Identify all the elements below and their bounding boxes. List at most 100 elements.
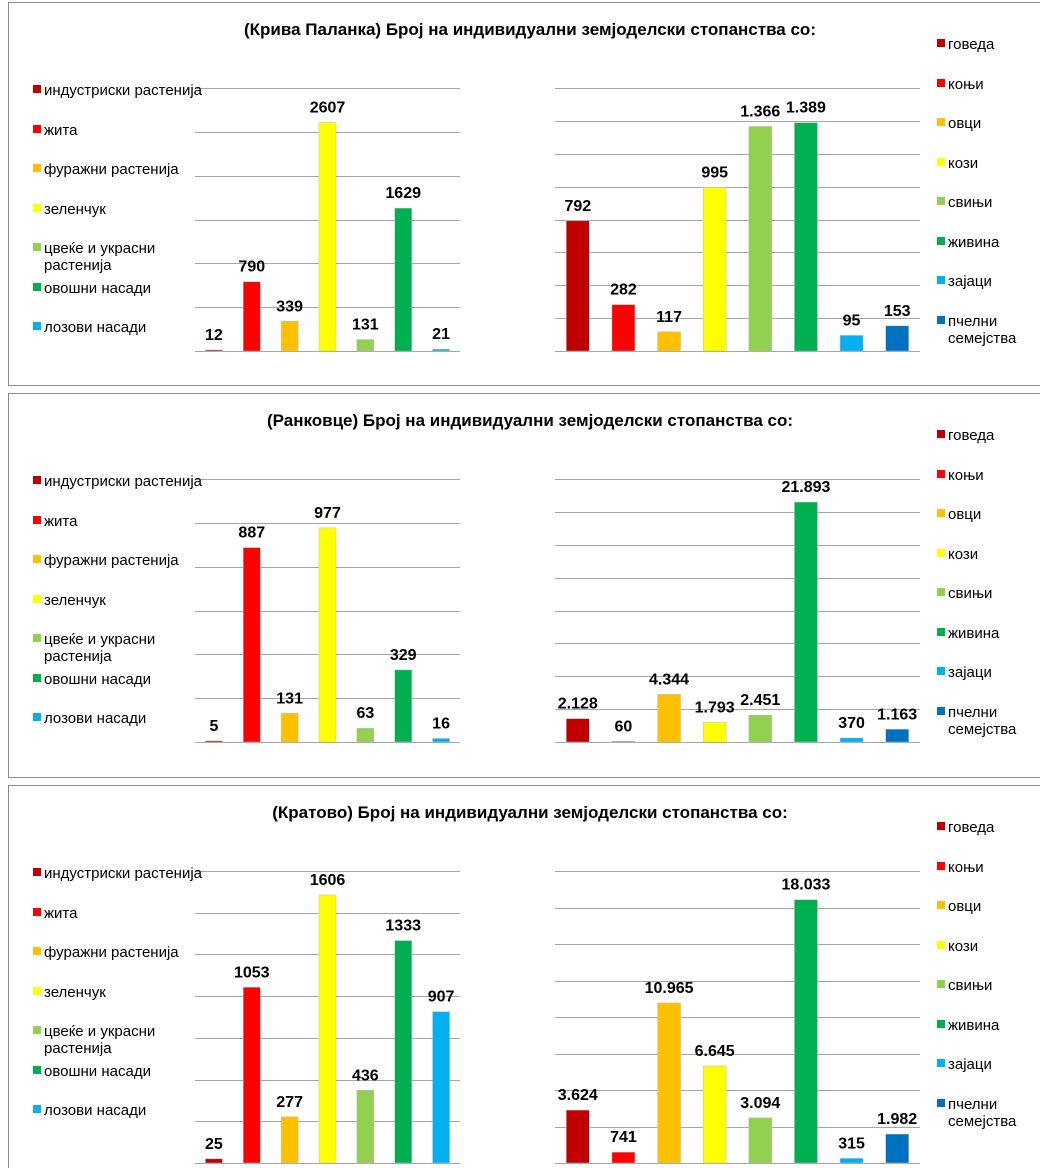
legend-marker bbox=[937, 118, 945, 126]
legend-entry: цвеќе и украсни растенија bbox=[33, 1023, 209, 1057]
data-label: 18.033 bbox=[781, 877, 830, 894]
legend-marker bbox=[937, 78, 945, 87]
legend-marker bbox=[33, 282, 41, 291]
legend-marker bbox=[937, 980, 945, 988]
legend-entry: зеленчук bbox=[33, 592, 209, 609]
legend-marker bbox=[937, 548, 945, 557]
legend-marker bbox=[937, 315, 945, 324]
legend-marker bbox=[937, 509, 945, 517]
data-label: 1.793 bbox=[695, 699, 735, 716]
legend-marker bbox=[937, 276, 945, 284]
bar bbox=[839, 1158, 864, 1164]
bar bbox=[748, 126, 773, 352]
legend-marker bbox=[937, 822, 945, 830]
legend-label: зајаци bbox=[948, 664, 992, 681]
bar bbox=[280, 713, 299, 743]
legend-marker bbox=[937, 157, 945, 166]
legend-label: зајаци bbox=[948, 1056, 992, 1073]
data-label: 907 bbox=[428, 989, 455, 1006]
bar bbox=[611, 741, 636, 743]
data-label: 329 bbox=[390, 647, 417, 664]
legend-label: пчелни семејства bbox=[948, 1095, 1017, 1130]
data-label: 282 bbox=[610, 282, 637, 299]
bar bbox=[243, 987, 261, 1164]
data-label: 131 bbox=[276, 690, 303, 707]
data-label: 21.893 bbox=[781, 479, 830, 496]
data-label: 95 bbox=[843, 312, 861, 329]
legend-entry: коњи bbox=[937, 76, 1040, 93]
data-label: 1629 bbox=[385, 185, 421, 202]
legend-marker bbox=[937, 901, 945, 909]
legend-entry: лозови насади bbox=[33, 1102, 209, 1119]
legend-marker bbox=[937, 1019, 945, 1028]
legend-entry: говеда bbox=[937, 36, 1040, 53]
bar bbox=[394, 207, 412, 352]
legend-marker bbox=[33, 1026, 41, 1034]
legend-label: цвеќе и украсни растенија bbox=[44, 631, 156, 665]
legend-label: лозови насади bbox=[44, 1102, 147, 1119]
data-label: 3.094 bbox=[740, 1095, 780, 1112]
bar bbox=[794, 122, 818, 352]
data-label: 63 bbox=[356, 705, 374, 722]
legend-marker bbox=[937, 588, 945, 596]
legend-label: овци bbox=[948, 898, 982, 915]
data-label: 12 bbox=[205, 327, 223, 344]
legend-entry: цвеќе и украсни растенија bbox=[33, 240, 209, 274]
panel-frame bbox=[8, 785, 1040, 1168]
legend-marker bbox=[33, 986, 41, 995]
data-label: 339 bbox=[276, 298, 303, 315]
legend-entry: зеленчук bbox=[33, 201, 209, 218]
legend-label: коњи bbox=[948, 75, 984, 93]
data-label: 153 bbox=[884, 303, 911, 320]
legend-marker bbox=[33, 947, 41, 955]
data-label: 1.982 bbox=[877, 1111, 917, 1128]
legend-marker bbox=[33, 322, 41, 330]
legend-marker bbox=[937, 469, 945, 478]
legend-marker bbox=[33, 673, 41, 682]
legend-label: говеда bbox=[948, 427, 995, 444]
legend-entry: пчелни семејства bbox=[937, 704, 1040, 738]
data-label: 1.366 bbox=[740, 103, 780, 120]
legend-marker bbox=[33, 85, 41, 93]
legend-entry: говеда bbox=[937, 819, 1040, 836]
legend-label: овошни насади bbox=[44, 670, 151, 688]
legend-entry: свињи bbox=[937, 977, 1040, 994]
legend-label: индустриски растенија bbox=[44, 473, 203, 490]
bar bbox=[794, 501, 818, 743]
bar bbox=[657, 1002, 681, 1164]
legend-entry: кози bbox=[937, 546, 1040, 563]
data-label: 2.451 bbox=[740, 692, 780, 709]
bar bbox=[566, 718, 590, 743]
bar bbox=[611, 304, 636, 352]
data-label: 131 bbox=[352, 317, 379, 334]
data-label: 6.645 bbox=[695, 1043, 735, 1060]
data-label: 741 bbox=[610, 1129, 637, 1146]
bar bbox=[243, 281, 261, 352]
bar bbox=[205, 349, 223, 352]
bar bbox=[432, 348, 450, 352]
bar bbox=[394, 940, 412, 1164]
data-label: 21 bbox=[432, 326, 450, 343]
data-label: 25 bbox=[205, 1136, 223, 1153]
data-label: 10.965 bbox=[645, 980, 694, 997]
data-label: 1.163 bbox=[877, 706, 917, 723]
legend-marker bbox=[33, 124, 41, 133]
legend-marker bbox=[937, 861, 945, 870]
legend-marker bbox=[33, 1105, 41, 1113]
bar bbox=[356, 339, 375, 352]
legend-entry: свињи bbox=[937, 585, 1040, 602]
data-label: 370 bbox=[838, 715, 865, 732]
data-label: 5 bbox=[209, 718, 218, 735]
legend-marker bbox=[937, 197, 945, 205]
legend-entry: овци bbox=[937, 115, 1040, 132]
legend-entry: индустриски растенија bbox=[33, 82, 209, 99]
bar bbox=[205, 1158, 223, 1164]
data-label: 790 bbox=[238, 259, 265, 276]
data-label: 1053 bbox=[234, 964, 270, 981]
legend-label: овошни насади bbox=[44, 1062, 151, 1080]
legend-label: лозови насади bbox=[44, 319, 147, 336]
bar bbox=[280, 1116, 299, 1164]
legend-entry: овошни насади bbox=[33, 280, 209, 297]
